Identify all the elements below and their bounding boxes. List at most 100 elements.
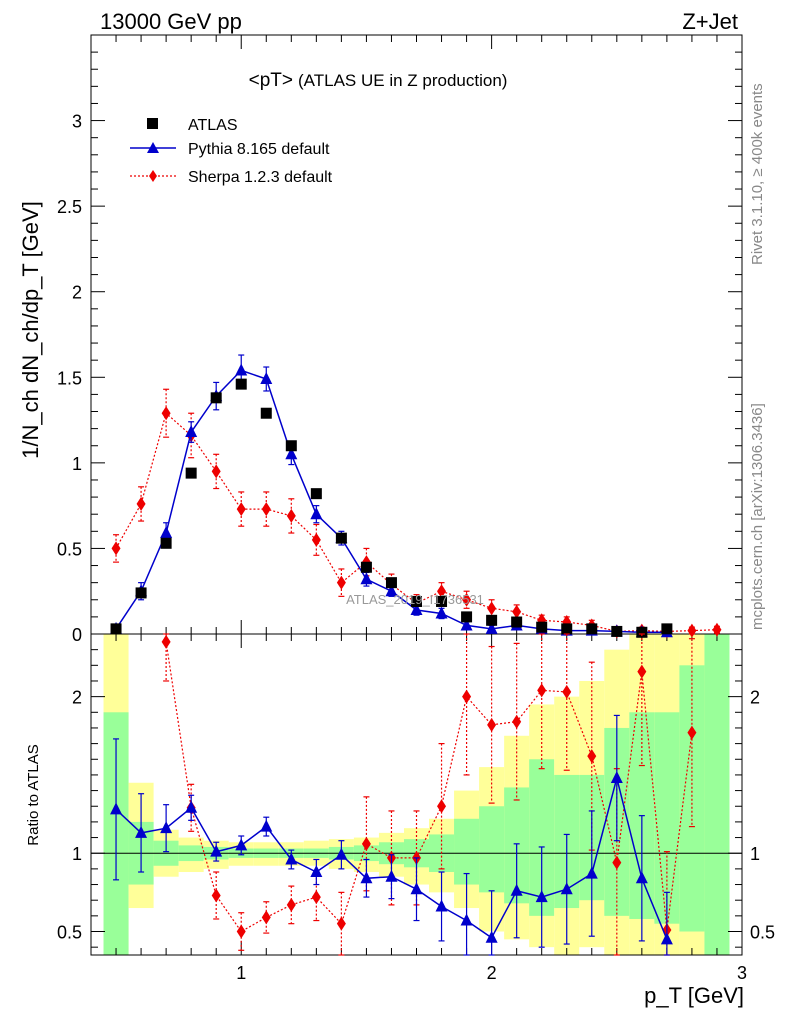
x-tick-label: 1 [236,963,246,983]
pythia-ratio-point [435,899,448,912]
atlas-point [611,625,623,637]
atlas-point [135,587,147,599]
green-band-segment [479,806,505,893]
pythia-ratio-point [135,825,148,838]
pythia-ratio-point [160,821,173,834]
sherpa-ratio-point [211,888,221,903]
pythia-ratio-point [210,844,223,857]
ratio-tick-label-right: 0.5 [750,923,775,943]
atlas-point [411,595,422,607]
pythia-ratio-point [460,913,473,926]
rivet-label: Rivet 3.1.10, ≥ 400k events [749,83,766,265]
pythia-ratio-point [535,890,548,903]
atlas-point [360,561,372,573]
legend-atlas-label: ATLAS [188,117,238,134]
mcplots-label: mcplots.cern.ch [arXiv:1306.3436] [749,403,766,630]
pythia-ratio-point [185,800,198,813]
sherpa-ratio-line [165,641,693,933]
atlas-point [160,537,172,549]
y-tick-label: 1.5 [57,368,82,388]
green-band-segment [704,634,730,955]
ratio-tick-label-left: 1 [72,844,82,864]
sherpa-point [161,406,171,421]
header-right: Z+Jet [682,9,738,34]
atlas-point [561,623,573,635]
legend-pythia-marker [147,142,159,153]
pythia-ratio-point [485,930,498,943]
y-tick-label: 2.5 [57,197,82,217]
pythia-point [235,363,248,376]
sherpa-point [211,464,221,479]
atlas-point [385,577,397,589]
pythia-ratio-point [360,871,373,884]
sherpa-point [512,604,522,619]
ratio-y-axis-label: Ratio to ATLAS [25,744,42,845]
sherpa-ratio-point [687,725,697,740]
sherpa-point [437,584,447,599]
ratio-tick-label-left: 0.5 [57,923,82,943]
atlas-point [586,623,598,635]
sherpa-point [336,575,346,590]
pythia-point [410,603,423,616]
atlas-point [260,407,272,419]
pythia-ratio-point [110,802,123,815]
sherpa-ratio-point [637,664,647,679]
pythia-ratio-point [635,871,648,884]
sherpa-point [261,502,271,517]
atlas-point [511,616,523,628]
sherpa-ratio-point [437,799,447,814]
pythia-ratio-point [335,847,348,860]
sherpa-point [236,502,246,517]
atlas-point [536,621,548,633]
pythia-point [185,425,198,438]
x-tick-label: 3 [737,963,747,983]
y-tick-label: 3 [72,112,82,132]
sherpa-point [311,532,321,547]
pythia-point [460,618,473,631]
atlas-point [661,623,673,635]
y-tick-label: 2 [72,283,82,303]
pythia-ratio-point [560,882,573,895]
sherpa-ratio-point [537,683,547,698]
pythia-point [485,621,498,634]
pythia-point [385,584,398,597]
legend: ATLAS Pythia 8.165 default Sherpa 1.2.3 … [130,117,333,186]
ratio-tick-label-right: 1 [750,844,760,864]
pythia-ratio-point [235,838,248,851]
legend-pythia-label: Pythia 8.165 default [188,141,330,158]
pythia-ratio-point [410,882,423,895]
atlas-point [235,378,247,390]
pythia-point [260,371,273,384]
pythia-ratio-point [385,869,398,882]
sherpa-point [687,623,697,638]
sherpa-ratio-point [261,910,271,925]
sherpa-point [111,541,121,556]
y-tick-label: 0.5 [57,539,82,559]
legend-atlas-marker [147,118,158,129]
atlas-point [310,488,322,500]
analysis-watermark: ATLAS_2019_I1736531 [346,592,484,607]
pythia-point [435,606,448,619]
ratio-tick-label-right: 2 [750,688,760,708]
pythia-ratio-point [660,932,673,945]
sherpa-ratio-point [512,714,522,729]
legend-sherpa-label: Sherpa 1.2.3 default [188,169,333,186]
pythia-ratio-point [610,771,623,784]
atlas-point [486,614,498,626]
y-tick-label: 1 [72,454,82,474]
sherpa-ratio-point [487,717,497,732]
chart-title: <pT> [249,70,293,91]
y-axis-label: 1/N_ch dN_ch/dp_T [GeV] [18,201,43,459]
sherpa-ratio-point [562,684,572,699]
pythia-point [310,507,323,520]
x-tick-label: 2 [487,963,497,983]
pythia-ratio-point [510,883,523,896]
sherpa-point [712,622,722,637]
ratio-tick-label-left: 2 [72,688,82,708]
main-axes: 1 2 300.511.522.530.5 0.51 12 2 [57,34,775,983]
sherpa-ratio-point [336,916,346,931]
sherpa-point [136,496,146,511]
sherpa-ratio-point [286,897,296,912]
atlas-point [436,595,448,607]
